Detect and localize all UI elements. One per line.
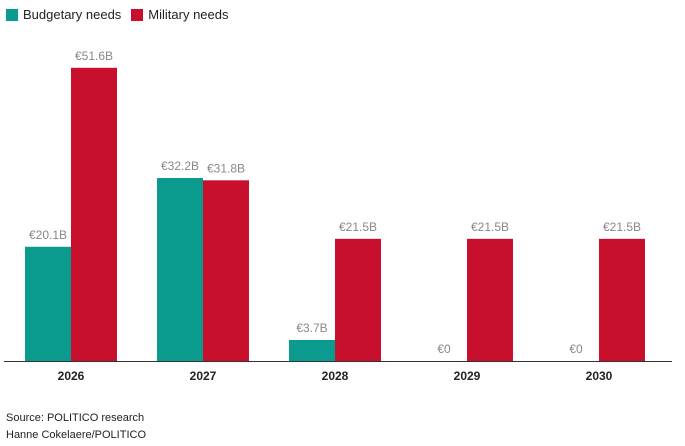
source-note: Source: POLITICO research bbox=[6, 412, 145, 424]
data-label-military-2027: €31.8B bbox=[207, 161, 245, 175]
bar-military-2026 bbox=[71, 67, 117, 361]
x-tick-2028: 2028 bbox=[322, 369, 349, 383]
bar-budgetary-2028 bbox=[289, 339, 335, 361]
data-label-military-2026: €51.6B bbox=[75, 49, 113, 63]
data-label-budgetary-2029: €0 bbox=[437, 342, 451, 356]
x-tick-2026: 2026 bbox=[58, 369, 85, 383]
bar-military-2030 bbox=[599, 238, 645, 361]
legend-label-budgetary: Budgetary needs bbox=[23, 7, 122, 22]
bar-military-2028 bbox=[335, 238, 381, 361]
bar-military-2029 bbox=[467, 238, 513, 361]
data-label-budgetary-2027: €32.2B bbox=[161, 159, 199, 173]
legend-swatch-military bbox=[131, 8, 144, 21]
legend-swatch-budgetary bbox=[6, 8, 18, 21]
data-label-military-2029: €21.5B bbox=[471, 220, 509, 234]
legend-label-military: Military needs bbox=[148, 7, 229, 22]
credit-note: Hanne Cokelaere/POLITICO bbox=[6, 429, 147, 441]
bar-chart: €20.1B €51.6B 2026 €32.2B €31.8B 2027 €3.7B €21… bbox=[4, 49, 672, 383]
data-label-budgetary-2026: €20.1B bbox=[29, 228, 67, 242]
x-tick-2027: 2027 bbox=[190, 369, 217, 383]
legend-item-military: Military needs bbox=[131, 7, 229, 22]
chart-footer: Source: POLITICO research Hanne Cokelaer… bbox=[6, 410, 146, 444]
x-tick-2029: 2029 bbox=[454, 369, 481, 383]
data-label-budgetary-2028: €3.7B bbox=[296, 321, 327, 335]
legend-item-budgetary: Budgetary needs bbox=[6, 7, 121, 22]
data-label-budgetary-2030: €0 bbox=[569, 342, 583, 356]
chart-legend: Budgetary needs Military needs bbox=[6, 7, 239, 22]
data-label-military-2028: €21.5B bbox=[339, 220, 377, 234]
bar-budgetary-2027 bbox=[157, 178, 203, 361]
bar-military-2027 bbox=[203, 180, 249, 361]
data-label-military-2030: €21.5B bbox=[603, 220, 641, 234]
bar-budgetary-2026 bbox=[25, 246, 71, 361]
x-tick-2030: 2030 bbox=[586, 369, 613, 383]
